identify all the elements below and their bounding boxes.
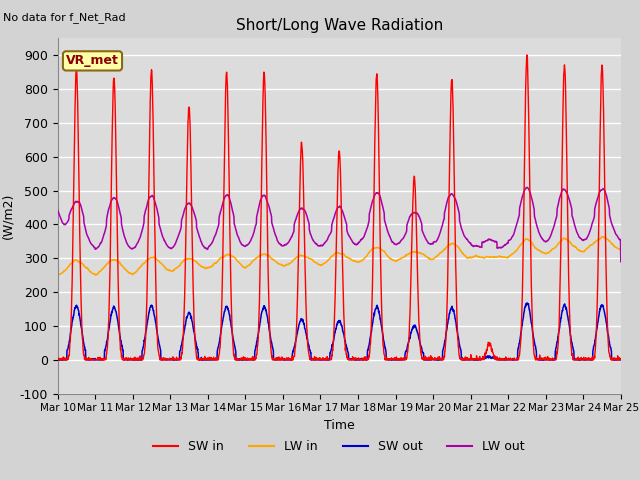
Text: No data for f_Net_Rad: No data for f_Net_Rad xyxy=(3,12,126,23)
Text: VR_met: VR_met xyxy=(66,54,119,67)
Legend: SW in, LW in, SW out, LW out: SW in, LW in, SW out, LW out xyxy=(148,435,530,458)
Title: Short/Long Wave Radiation: Short/Long Wave Radiation xyxy=(236,18,443,33)
Y-axis label: (W/m2): (W/m2) xyxy=(1,193,14,239)
X-axis label: Time: Time xyxy=(324,419,355,432)
